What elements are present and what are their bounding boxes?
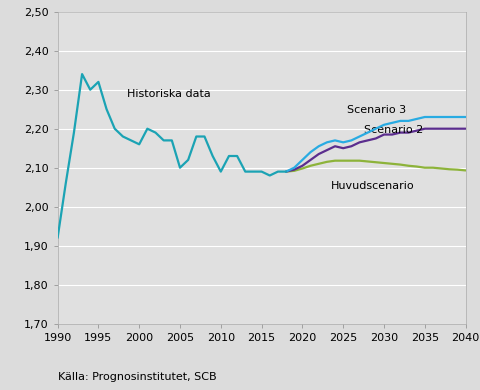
Text: Källa: Prognosinstitutet, SCB: Källa: Prognosinstitutet, SCB [58,372,216,382]
Text: Scenario 2: Scenario 2 [364,124,423,135]
Text: Historiska data: Historiska data [127,89,211,99]
Text: Huvudscenario: Huvudscenario [331,181,415,191]
Text: Scenario 3: Scenario 3 [348,105,407,115]
